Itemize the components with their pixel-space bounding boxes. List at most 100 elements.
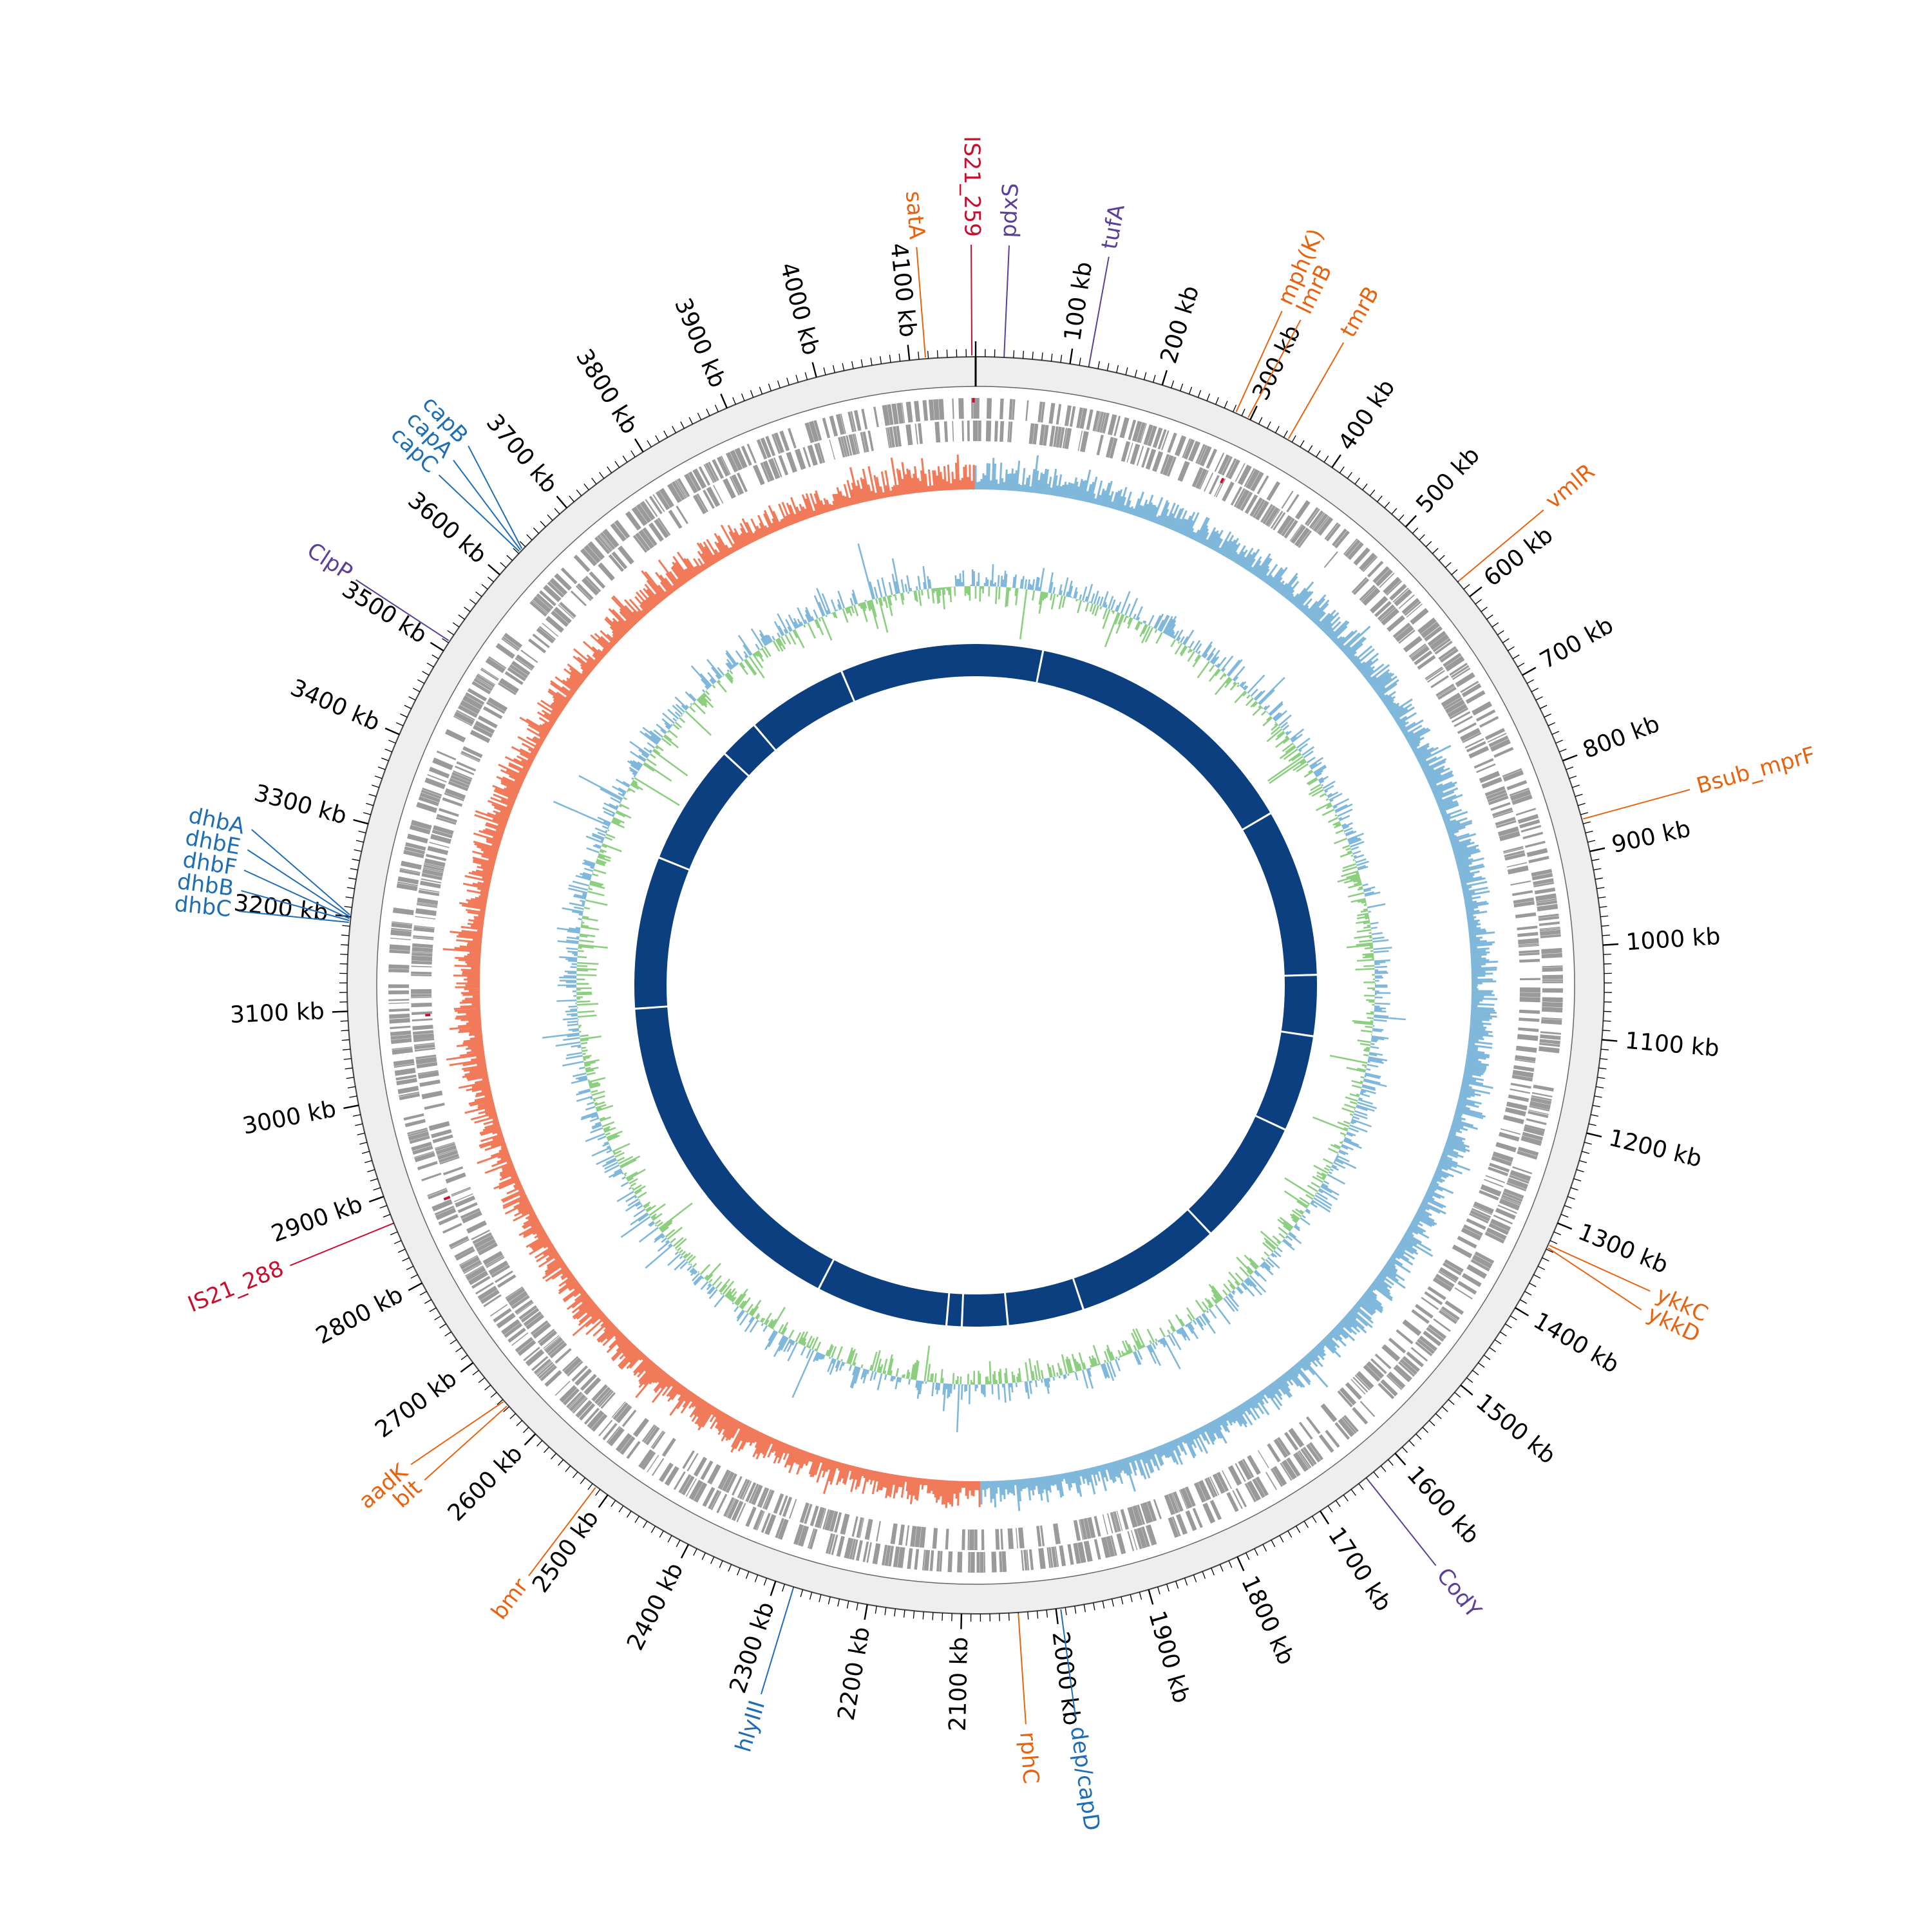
minor-tick	[804, 372, 808, 380]
cds-reverse	[862, 431, 869, 453]
cds-reverse	[1421, 1296, 1439, 1311]
cds-reverse	[1270, 510, 1283, 529]
cds-reverse	[731, 474, 744, 495]
cds-forward	[1542, 997, 1563, 1003]
minor-tick	[379, 1205, 388, 1209]
minor-tick	[346, 887, 355, 889]
cds-forward	[1515, 808, 1537, 816]
cds-forward	[515, 1336, 534, 1353]
cds-forward	[976, 398, 980, 419]
cds-reverse	[583, 1377, 601, 1396]
cds-reverse	[466, 1220, 488, 1234]
cds-forward	[465, 692, 485, 706]
minor-tick	[1585, 830, 1593, 834]
minor-tick	[1401, 1446, 1408, 1454]
cds-forward	[1539, 1039, 1560, 1045]
cds-reverse	[645, 1426, 660, 1446]
cds-forward	[1461, 683, 1482, 697]
cds-forward	[388, 990, 410, 995]
major-tick	[1562, 754, 1578, 762]
cds-forward	[525, 1349, 545, 1367]
minor-tick	[1197, 390, 1202, 398]
cds-forward	[573, 1397, 588, 1414]
cds-reverse	[1273, 1438, 1289, 1458]
cds-reverse	[532, 633, 550, 649]
cds-forward	[1542, 965, 1563, 968]
cds-reverse	[416, 904, 437, 908]
cds-forward	[1286, 1457, 1301, 1477]
cds-reverse	[1260, 504, 1273, 523]
cds-forward	[649, 495, 663, 515]
minor-tick	[630, 450, 636, 458]
cds-forward	[664, 1466, 679, 1486]
cds-forward	[502, 636, 520, 650]
cds-forward	[438, 1214, 459, 1226]
cds-reverse	[462, 746, 483, 759]
cds-forward	[407, 833, 428, 844]
cds-reverse	[472, 1232, 493, 1245]
cds-reverse	[1398, 629, 1416, 644]
inner-ring-gap	[1036, 649, 1045, 684]
cds-reverse	[854, 433, 860, 454]
cds-forward	[457, 705, 478, 718]
cds-reverse	[473, 724, 493, 738]
inner-contig-ring	[634, 644, 1318, 1328]
cds-reverse	[1479, 771, 1501, 783]
cds-forward	[421, 1172, 442, 1182]
minor-tick	[406, 1265, 414, 1271]
cds-reverse	[536, 627, 555, 644]
major-tick	[353, 819, 369, 825]
cds-reverse	[486, 1256, 505, 1269]
cds-reverse	[1249, 497, 1263, 517]
minor-tick	[554, 507, 560, 515]
tick-label: 300 kb	[1247, 321, 1306, 404]
cds-reverse	[473, 1235, 495, 1249]
cds-reverse	[451, 1186, 471, 1196]
minor-tick	[1111, 1598, 1114, 1607]
minor-tick	[1422, 1426, 1429, 1434]
cds-reverse	[760, 462, 770, 482]
cds-forward	[391, 927, 412, 932]
cds-forward	[1460, 681, 1479, 694]
tick-label: 3900 kb	[669, 294, 731, 392]
cds-forward	[594, 536, 611, 554]
minor-tick	[400, 713, 408, 718]
minor-tick	[1134, 370, 1137, 378]
cds-reverse	[520, 1307, 540, 1323]
cds-forward	[1541, 952, 1562, 959]
cds-reverse	[558, 604, 574, 620]
cds-forward	[449, 1236, 469, 1248]
minor-tick	[1591, 858, 1600, 862]
cds-reverse	[511, 1294, 530, 1309]
minor-tick	[487, 576, 494, 583]
cds-forward	[442, 1222, 462, 1234]
minor-tick	[472, 1370, 479, 1376]
minor-tick	[667, 1535, 672, 1543]
cds-forward	[901, 402, 905, 424]
cds-forward	[1487, 732, 1507, 743]
cds-reverse	[1339, 1387, 1357, 1406]
major-tick	[1331, 454, 1341, 468]
minor-tick	[455, 1347, 462, 1352]
cds-forward	[399, 1091, 419, 1097]
minor-tick	[1215, 397, 1219, 405]
cds-forward	[488, 656, 507, 669]
minor-tick	[1579, 1160, 1587, 1164]
minor-tick	[1279, 1535, 1284, 1543]
cds-reverse	[450, 775, 471, 786]
cds-reverse	[424, 862, 445, 869]
cds-reverse	[526, 1314, 545, 1330]
minor-tick	[1466, 1377, 1473, 1383]
cds-reverse	[890, 1523, 898, 1544]
minor-tick	[1283, 430, 1288, 438]
cds-forward	[1501, 1194, 1522, 1204]
cds-forward	[726, 1498, 736, 1518]
mobile-element-mark	[972, 398, 975, 403]
cds-forward	[1398, 594, 1415, 609]
minor-tick	[551, 1453, 557, 1460]
cds-reverse	[1441, 692, 1462, 708]
cds-reverse	[413, 1033, 434, 1040]
minor-tick	[672, 426, 677, 433]
cds-reverse	[442, 797, 463, 807]
minor-tick	[347, 1086, 355, 1088]
